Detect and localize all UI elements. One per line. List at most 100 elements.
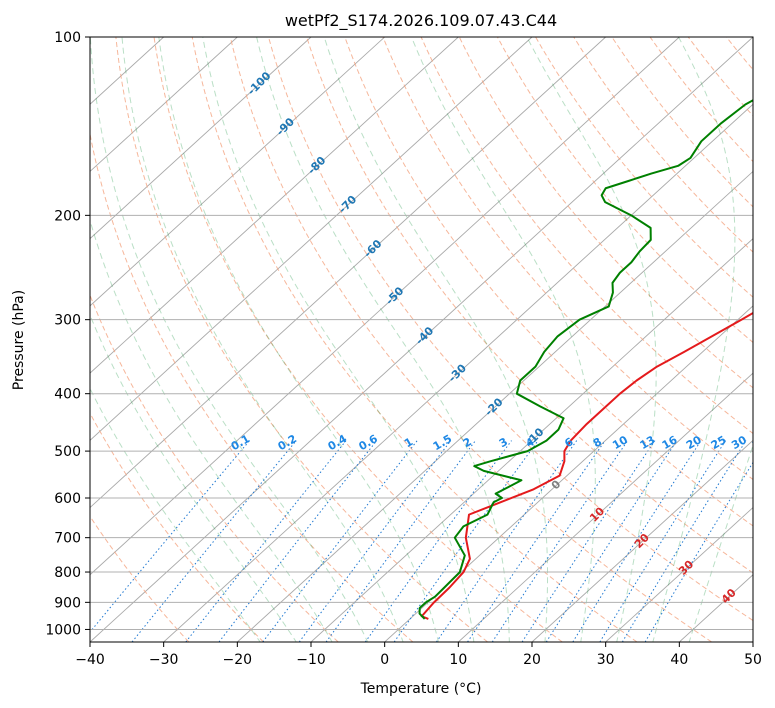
mixing-ratio-line (467, 440, 606, 642)
mixing-ratio-line (298, 440, 452, 642)
dry-adiabat (611, 37, 753, 208)
moist-adiabat (121, 37, 404, 642)
x-tick-label: 40 (670, 652, 688, 668)
background-lines (90, 37, 775, 642)
moist-adiabat (323, 37, 549, 642)
temperature-line (420, 311, 753, 620)
moist-adiabat (256, 37, 510, 642)
x-tick-label: 20 (523, 652, 541, 668)
mixing-ratio-line (325, 440, 476, 642)
x-axis: −40 −30 −20 −10 0 10 20 30 40 50 (75, 642, 762, 668)
x-tick-label: 0 (380, 652, 389, 668)
y-tick-label: 100 (54, 30, 81, 46)
mixing-ratio-label: 16 (660, 433, 680, 452)
moist-adiabat (90, 387, 261, 642)
isotherm-line (384, 305, 753, 642)
moist-adiabat (202, 37, 475, 642)
pressure-grid (90, 37, 753, 630)
y-tick-label: 700 (54, 531, 81, 547)
mixing-ratio-line (218, 440, 378, 642)
moist-adiabat (526, 37, 657, 642)
y-axis-label: Pressure (hPa) (11, 290, 27, 390)
mixing-ratio-line (262, 440, 418, 642)
x-tick-label: 10 (449, 652, 467, 668)
isotherm-line (90, 37, 680, 576)
moist-adiabat (90, 313, 297, 642)
dry-adiabat (268, 37, 753, 622)
dry-adiabat (344, 37, 753, 527)
mixing-ratio-label: 1.5 (431, 432, 454, 453)
mixing-ratio-line (185, 440, 347, 642)
isotherm-label: -100 (245, 69, 274, 98)
mixing-ratio-line (621, 440, 747, 642)
chart-title: wetPf2_S174.2026.109.07.43.C44 (285, 11, 557, 31)
isotherm-line (90, 37, 533, 441)
dry-adiabat (191, 37, 638, 642)
isotherm-line (237, 170, 753, 642)
line-labels: -100-90-80-70-60-50-40-30-20-10010203040… (229, 69, 753, 606)
isotherm-line (90, 37, 385, 307)
dry-adiabat (687, 37, 753, 117)
dry-adiabat (153, 37, 563, 642)
y-tick-label: 800 (54, 565, 81, 581)
moist-adiabat (158, 37, 439, 642)
dry-adiabat (725, 37, 753, 71)
mixing-ratio-line (491, 440, 629, 642)
mixing-ratio-label: 10 (610, 433, 630, 452)
x-tick-label: −30 (149, 652, 179, 668)
isotherm-line (752, 641, 753, 642)
mixing-ratio-line (572, 440, 702, 642)
dry-adiabat (306, 37, 753, 574)
mixing-ratio-line (521, 440, 656, 642)
mixing-ratio-label: 13 (638, 433, 658, 452)
moist-adiabat (90, 37, 369, 642)
x-tick-label: −40 (75, 652, 105, 668)
isotherm-line (458, 372, 753, 642)
x-tick-label: −10 (296, 652, 326, 668)
dry-adiabat (90, 131, 414, 642)
mixing-ratio-line (545, 440, 678, 642)
mixing-ratio-label: 8 (591, 435, 604, 450)
mixing-ratio-line (644, 461, 753, 642)
isotherm-line (605, 506, 753, 642)
mixing-ratio-line (599, 440, 727, 642)
x-tick-label: −20 (223, 652, 253, 668)
dry-adiabat (496, 37, 753, 344)
mixing-ratio-line (436, 440, 578, 642)
mixing-ratio-label: 1 (402, 435, 415, 450)
moist-adiabat (688, 443, 753, 642)
dry-adiabat (420, 37, 753, 435)
mixing-ratio-label: 20 (684, 433, 704, 452)
dry-adiabat (649, 37, 753, 163)
moist-adiabat (90, 218, 333, 642)
moist-adiabat (652, 37, 736, 642)
dry-adiabat (765, 37, 775, 642)
y-tick-label: 600 (54, 491, 81, 507)
y-tick-label: 400 (54, 387, 81, 403)
isotherm-line (531, 439, 753, 642)
y-tick-label: 500 (54, 444, 81, 460)
mixing-ratio-label: 3 (497, 435, 510, 450)
mixing-ratio-label: 0.2 (276, 432, 299, 453)
dry-adiabat (229, 37, 712, 642)
mixing-ratio-line (131, 440, 297, 642)
mixing-ratio-label: 0.1 (229, 432, 252, 453)
mixing-ratio-label: 0.6 (356, 432, 380, 453)
mixing-ratio-label: 30 (729, 433, 749, 452)
dry-adiabat (573, 37, 753, 253)
mixing-ratio-label: 25 (709, 433, 729, 452)
isotherm-line (90, 37, 459, 374)
isotherm-line (90, 37, 606, 509)
dewpoint-line (418, 99, 753, 620)
mixing-ratio-line (364, 440, 512, 642)
x-axis-label: Temperature (°C) (360, 681, 482, 697)
dry-adiabat (535, 37, 753, 298)
y-tick-label: 200 (54, 208, 81, 224)
mixing-ratio-label: 2 (461, 435, 474, 450)
plot-frame (89, 36, 754, 643)
isotherm-line (90, 37, 312, 240)
dry-adiabat (90, 412, 264, 642)
mixing-ratio-line (90, 440, 250, 633)
dry-adiabat (115, 37, 488, 642)
